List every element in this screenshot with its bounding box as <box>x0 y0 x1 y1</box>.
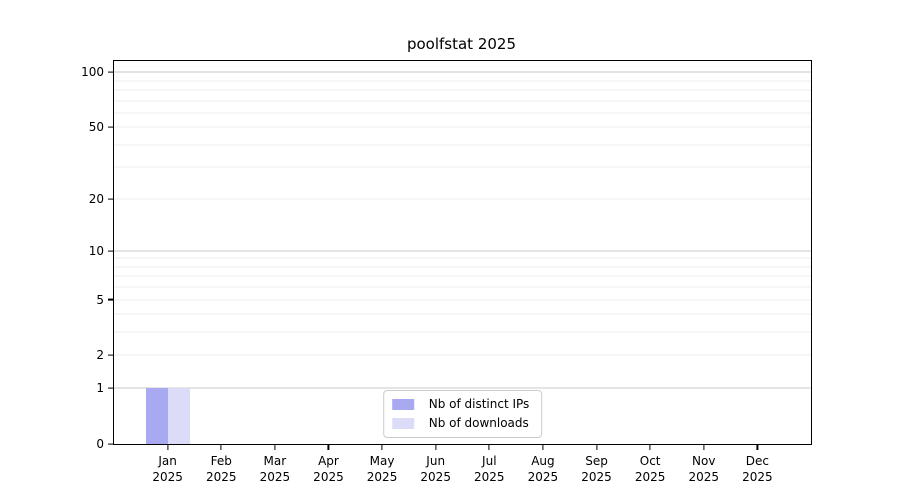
gridline-minor-7 <box>114 275 811 277</box>
x-tickmark-apr <box>327 444 330 450</box>
chart-title: poolfstat 2025 <box>406 35 517 53</box>
x-tickmark-oct <box>649 444 651 450</box>
gridline-minor-5 <box>114 299 811 301</box>
gridline-minor-90 <box>114 80 811 82</box>
y-tickmark-20 <box>108 198 114 200</box>
x-tickmark-dec <box>756 444 758 450</box>
legend-item-distinct-ips: Nb of distinct IPs <box>391 397 530 411</box>
y-tick-label-100: 100 <box>81 65 104 80</box>
bar-nb-of-downloads-jan <box>167 388 190 444</box>
y-tick-label-20: 20 <box>88 191 104 206</box>
gridline-minor-40 <box>114 144 811 146</box>
x-tick-label-nov: Nov 2025 <box>688 454 720 484</box>
x-tick-label-jul: Jul 2025 <box>474 454 505 484</box>
legend-swatch-downloads-icon <box>391 418 414 429</box>
x-tickmark-jan <box>167 444 169 450</box>
x-tick-label-jun: Jun 2025 <box>420 454 451 484</box>
gridline-minor-8 <box>114 266 811 268</box>
y-tick-label-2: 2 <box>96 348 104 363</box>
bar-nb-of-distinct-ips-jan <box>145 388 168 444</box>
y-tick-label-1: 1 <box>96 381 104 396</box>
gridline-minor-20 <box>114 198 811 200</box>
gridline-major-1 <box>114 387 811 389</box>
y-tick-label-0: 0 <box>96 437 104 451</box>
x-tickmark-jun <box>435 444 437 450</box>
gridline-minor-4 <box>114 313 811 315</box>
y-tickmark-100 <box>108 71 114 73</box>
x-tick-label-sep: Sep 2025 <box>581 454 612 484</box>
y-tick-label-50: 50 <box>88 120 104 135</box>
gridline-minor-9 <box>114 257 811 259</box>
plot-area: Nb of distinct IPs Nb of downloads 0 1 2 5 1… <box>81 60 812 484</box>
y-tickmark-0 <box>108 443 114 445</box>
y-tickmark-1 <box>108 387 114 389</box>
gridline-minor-50 <box>114 126 811 128</box>
gridline-minor-30 <box>114 166 811 168</box>
x-tick-label-oct: Oct 2025 <box>634 454 666 484</box>
x-tickmark-aug <box>542 444 544 450</box>
x-tickmark-mar <box>274 444 276 450</box>
x-tickmark-may <box>381 444 383 450</box>
gridline-major-100 <box>114 71 811 73</box>
legend-item-downloads: Nb of downloads <box>391 416 530 430</box>
x-tick-label-mar: Mar 2025 <box>259 454 291 484</box>
y-tickmark-10 <box>108 250 114 252</box>
x-tick-label-aug: Aug 2025 <box>527 454 559 484</box>
x-tick-label-dec: Dec 2025 <box>742 454 773 484</box>
legend-label-downloads: Nb of downloads <box>428 416 529 430</box>
x-tick-label-may: May 2025 <box>366 454 398 484</box>
gridline-minor-80 <box>114 89 811 91</box>
y-tickmark-5 <box>108 299 114 301</box>
y-tick-label-10: 10 <box>88 243 104 258</box>
legend-swatch-distinct-ips-icon <box>391 399 414 410</box>
x-tickmark-feb <box>220 444 222 450</box>
gridline-minor-6 <box>114 286 811 288</box>
x-tick-label-jan: Jan 2025 <box>152 454 183 484</box>
gridline-minor-2 <box>114 354 811 356</box>
y-tickmark-50 <box>108 126 114 128</box>
gridline-minor-70 <box>114 100 811 102</box>
gridline-major-10 <box>114 250 811 252</box>
x-tickmark-jul <box>488 444 490 450</box>
y-tick-label-5: 5 <box>96 292 104 307</box>
legend-label-distinct-ips: Nb of distinct IPs <box>428 397 530 411</box>
gridline-minor-60 <box>114 112 811 114</box>
y-tickmark-2 <box>108 354 114 357</box>
x-tickmark-nov <box>703 444 705 450</box>
legend: Nb of distinct IPs Nb of downloads <box>382 390 543 438</box>
x-tick-label-apr: Apr 2025 <box>313 454 344 484</box>
x-tickmark-sep <box>595 444 598 450</box>
x-tick-label-feb: Feb 2025 <box>205 454 237 484</box>
gridline-minor-3 <box>114 331 811 333</box>
